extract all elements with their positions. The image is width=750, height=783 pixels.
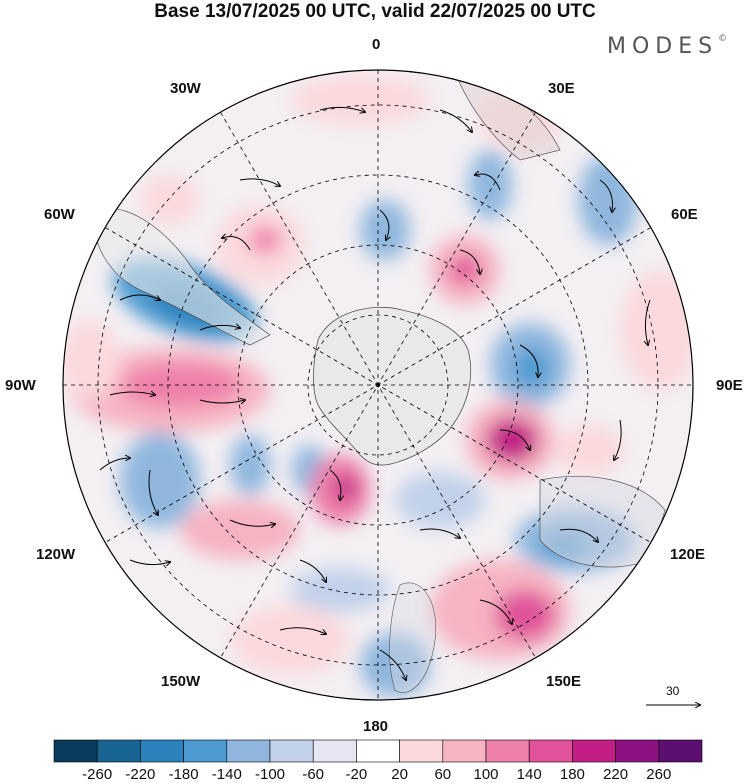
colorbar-tick-label: -260 xyxy=(82,766,113,783)
colorbar xyxy=(53,739,703,763)
colorbar-tick-label: -180 xyxy=(168,766,199,783)
colorbar-tick-label: -220 xyxy=(125,766,156,783)
colorbar-tick-label: 260 xyxy=(646,766,672,783)
lon-label-150w: 150W xyxy=(161,673,201,690)
colorbar-segment xyxy=(226,739,271,763)
colorbar-tick-label: 20 xyxy=(391,766,408,783)
wind-vectors xyxy=(99,106,651,680)
lon-label-30w: 30W xyxy=(170,80,201,97)
lon-label-120e: 120E xyxy=(670,546,706,563)
lon-label-90w: 90W xyxy=(5,377,36,394)
colorbar-segment xyxy=(53,739,98,763)
colorbar-segment xyxy=(528,739,573,763)
colorbar-segment xyxy=(96,739,141,763)
colorbar-tick-label: -60 xyxy=(302,766,325,783)
brand-name: MODES xyxy=(607,34,719,59)
colorbar-segment xyxy=(485,739,530,763)
colorbar-tick-label: 100 xyxy=(473,766,499,783)
lon-label-0: 0 xyxy=(372,36,381,53)
colorbar-segment xyxy=(183,739,228,763)
colorbar-segment xyxy=(269,739,314,763)
reference-vector-label: 30 xyxy=(666,684,680,698)
colorbar-tick-label: 180 xyxy=(559,766,585,783)
south-pole-marker xyxy=(375,382,381,388)
lon-label-60e: 60E xyxy=(671,206,698,223)
colorbar-segment xyxy=(399,739,444,763)
colorbar-tick-label: 60 xyxy=(434,766,452,783)
colorbar-segment xyxy=(615,739,660,763)
colorbar-segment xyxy=(658,739,703,763)
colorbar-segment xyxy=(312,739,357,763)
page-title: Base 13/07/2025 00 UTC, valid 22/07/2025… xyxy=(154,1,596,22)
lon-label-30e: 30E xyxy=(548,80,575,97)
map-boundary xyxy=(62,69,694,701)
colorbar-segment xyxy=(442,739,487,763)
colorbar-tick-label: -20 xyxy=(345,766,368,783)
colorbar-tick-label: 220 xyxy=(603,766,629,783)
antarctica-land xyxy=(313,307,472,466)
lon-label-180: 180 xyxy=(363,718,389,735)
colorbar-tick-label: -100 xyxy=(254,766,286,783)
lon-label-150e: 150E xyxy=(546,673,582,690)
colorbar-segment xyxy=(356,739,400,763)
anomaly-field xyxy=(63,70,693,700)
lon-label-60w: 60W xyxy=(44,206,75,223)
colorbar-segment xyxy=(572,739,616,763)
lon-label-90e: 90E xyxy=(716,377,743,394)
colorbar-tick-label: -140 xyxy=(211,766,242,783)
brand-logo: MODES© xyxy=(607,34,728,59)
lon-label-120w: 120W xyxy=(36,546,76,563)
colorbar-tick-label: 140 xyxy=(516,766,542,783)
colorbar-segment xyxy=(140,739,184,763)
